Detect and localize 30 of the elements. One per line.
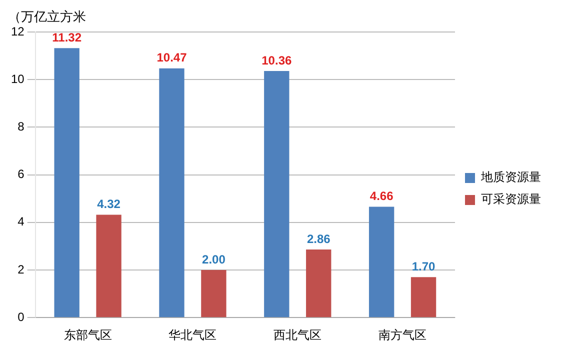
y-axis-title: （万亿立方米	[8, 9, 86, 26]
data-label: 11.32	[52, 30, 82, 44]
legend-label: 可采资源量	[481, 192, 541, 206]
x-tick-label: 南方气区	[378, 328, 427, 342]
bar	[410, 277, 436, 318]
x-tick-label: 东部气区	[64, 328, 112, 342]
y-tick-label: 12	[10, 24, 25, 38]
bar	[201, 270, 226, 318]
y-tick-label: 4	[18, 214, 25, 229]
bar	[264, 71, 290, 318]
legend-label: 地质资源量	[480, 170, 541, 184]
y-tick-label: 10	[10, 72, 25, 86]
y-tick-label: 6	[18, 167, 25, 182]
data-label: 2.00	[202, 252, 226, 266]
y-tick-label: 0	[18, 310, 25, 324]
bar	[306, 250, 332, 318]
data-label: 10.36	[262, 53, 292, 68]
bar	[54, 48, 80, 318]
bar	[159, 68, 184, 318]
data-label: 1.70	[412, 259, 436, 274]
y-tick-label: 8	[18, 120, 25, 134]
bar	[368, 206, 394, 318]
bar	[96, 214, 122, 318]
data-label: 10.47	[156, 50, 188, 65]
data-label: 4.66	[370, 189, 394, 204]
data-label: 2.86	[306, 232, 331, 246]
x-tick-label: 西北气区	[274, 328, 322, 342]
data-label: 4.32	[97, 197, 121, 212]
y-tick-label: 2	[18, 262, 25, 276]
x-tick-label: 华北气区	[168, 328, 217, 342]
